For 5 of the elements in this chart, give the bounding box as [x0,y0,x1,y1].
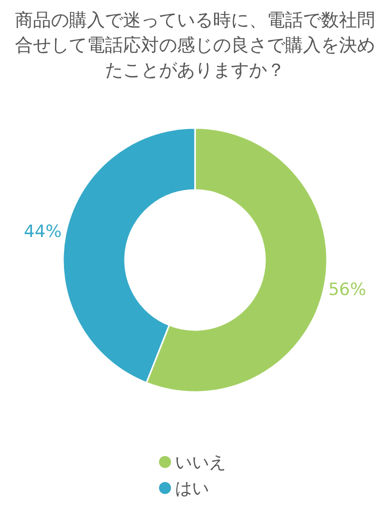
legend-label: はい [175,478,209,499]
data-label: 56% [328,280,366,300]
legend-label: いいえ [175,452,226,473]
chart-title: 商品の購入で迷っている時に、電話で数社問合せして電話応対の感じの良さで購入を決めたことがありますか？ [15,10,375,81]
data-label: 44% [24,222,62,242]
